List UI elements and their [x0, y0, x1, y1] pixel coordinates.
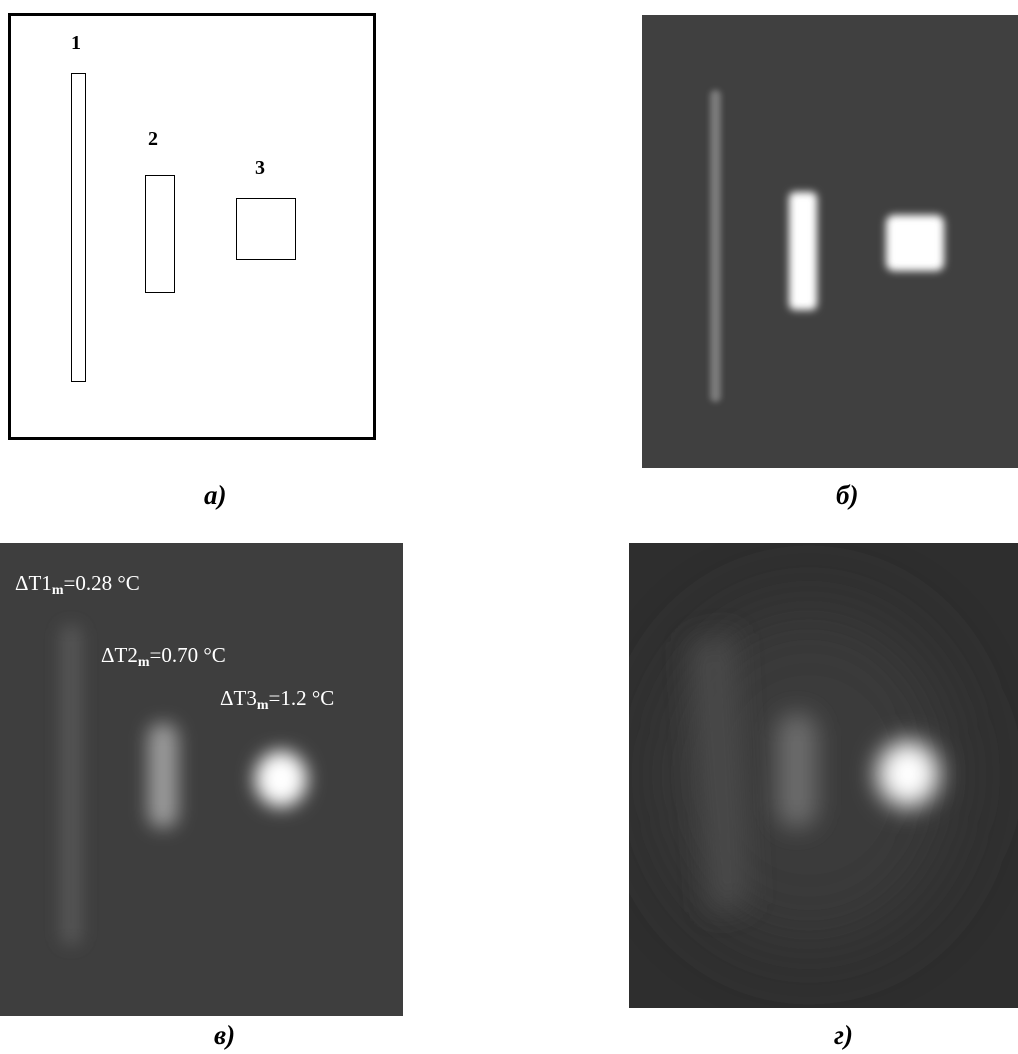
hot-object-1	[689, 633, 749, 913]
delta-t1-label: ΔT1m=0.28 °C	[15, 571, 140, 598]
hot-object-1	[60, 625, 82, 945]
panel-a-schematic: 1 2 3	[8, 13, 376, 441]
panel-b-thermal-model	[642, 15, 1018, 468]
object-2-label: 2	[148, 128, 158, 150]
caption-v: в)	[214, 1020, 236, 1050]
object-1-label: 1	[71, 32, 81, 54]
delta-t2-label: ΔT2m=0.70 °C	[101, 643, 226, 670]
panel-v-thermal-annotated: ΔT1m=0.28 °C ΔT2m=0.70 °C ΔT3m=1.2 °C	[0, 543, 403, 1016]
object-2-outline	[145, 175, 175, 293]
schematic-frame	[8, 13, 376, 440]
thermal-image-b	[642, 15, 1018, 468]
hot-object-2	[789, 192, 817, 310]
thermal-image-g	[629, 543, 1018, 1008]
schematic-drawing	[8, 13, 376, 440]
object-3-outline	[236, 198, 296, 260]
panel-g-thermal-measured	[629, 543, 1018, 1008]
hot-object-1	[710, 90, 721, 402]
object-1-outline	[71, 73, 86, 382]
hot-object-3	[255, 751, 307, 807]
caption-g: г)	[834, 1020, 853, 1050]
caption-a: а)	[204, 480, 227, 510]
caption-b: б)	[836, 480, 859, 510]
hot-object-2	[777, 713, 817, 828]
hot-object-2	[148, 723, 178, 828]
delta-t3-label: ΔT3m=1.2 °C	[220, 686, 335, 713]
hot-object-3	[886, 215, 944, 271]
object-3-label: 3	[255, 157, 265, 179]
hot-object-3	[877, 741, 939, 807]
thermal-image-v	[0, 543, 403, 1016]
